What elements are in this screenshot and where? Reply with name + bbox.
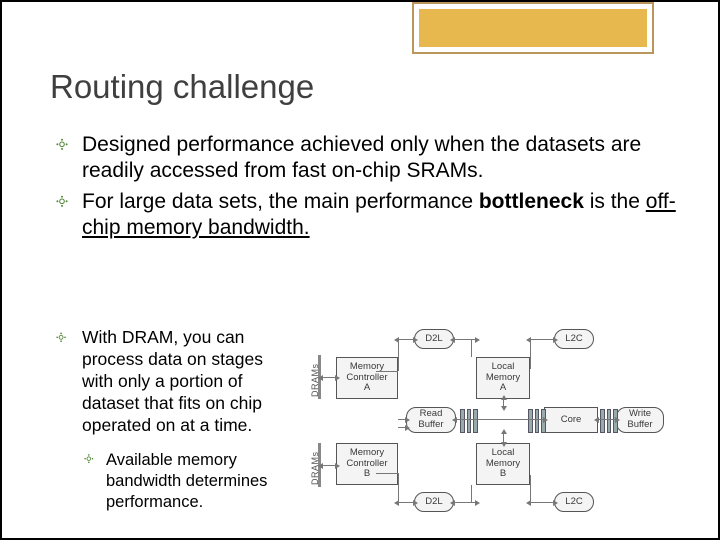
slide-frame: Routing challenge ༓ Designed performance… [0, 0, 720, 540]
diagram-node-d2lb: D2L [414, 492, 454, 512]
lower-region: ༓ With DRAM, you can process data on sta… [56, 327, 678, 517]
bullet-glyph-icon: ༓ [56, 132, 82, 185]
diagram-node-l2cb: L2C [554, 492, 594, 512]
diagram-node-lma: LocalMemoryA [476, 357, 530, 399]
diagram-node-mca: MemoryControllerA [336, 357, 398, 399]
diagram-container: DRAMsDRAMsD2LL2CMemoryControllerALocalMe… [306, 327, 678, 517]
bullet-text: Designed performance achieved only when … [82, 132, 678, 185]
accent-bar [412, 2, 654, 54]
bullet-item: ༓ Designed performance achieved only whe… [56, 132, 678, 185]
block-diagram: DRAMsDRAMsD2LL2CMemoryControllerALocalMe… [306, 327, 666, 517]
sub-bullet-item: ༓ Available memory bandwidth determines … [84, 450, 286, 512]
diagram-node-d2la: D2L [414, 329, 454, 349]
diagram-node-core: Core [544, 407, 598, 433]
bullet-item: ༓ With DRAM, you can process data on sta… [56, 327, 286, 436]
page-title: Routing challenge [50, 68, 314, 106]
body-bullets: ༓ Designed performance achieved only whe… [56, 132, 678, 245]
accent-bar-fill [419, 9, 647, 47]
diagram-node-lmb: LocalMemoryB [476, 443, 530, 485]
bullet-text: For large data sets, the main performanc… [82, 189, 678, 242]
buffer-icon [460, 409, 478, 433]
diagram-node-mcb: MemoryControllerB [336, 443, 398, 485]
diagram-node-l2ca: L2C [554, 329, 594, 349]
bullet-text: With DRAM, you can process data on stage… [82, 327, 286, 436]
diagram-node-rdbuf: ReadBuffer [406, 407, 456, 433]
lower-left-column: ༓ With DRAM, you can process data on sta… [56, 327, 286, 517]
bullet-glyph-icon: ༓ [56, 189, 82, 242]
bullet-glyph-icon: ༓ [84, 450, 106, 512]
sub-bullet-text: Available memory bandwidth determines pe… [106, 450, 286, 512]
diagram-node-wrbuf: WriteBuffer [616, 407, 664, 433]
bullet-glyph-icon: ༓ [56, 327, 82, 436]
bullet-item: ༓ For large data sets, the main performa… [56, 189, 678, 242]
